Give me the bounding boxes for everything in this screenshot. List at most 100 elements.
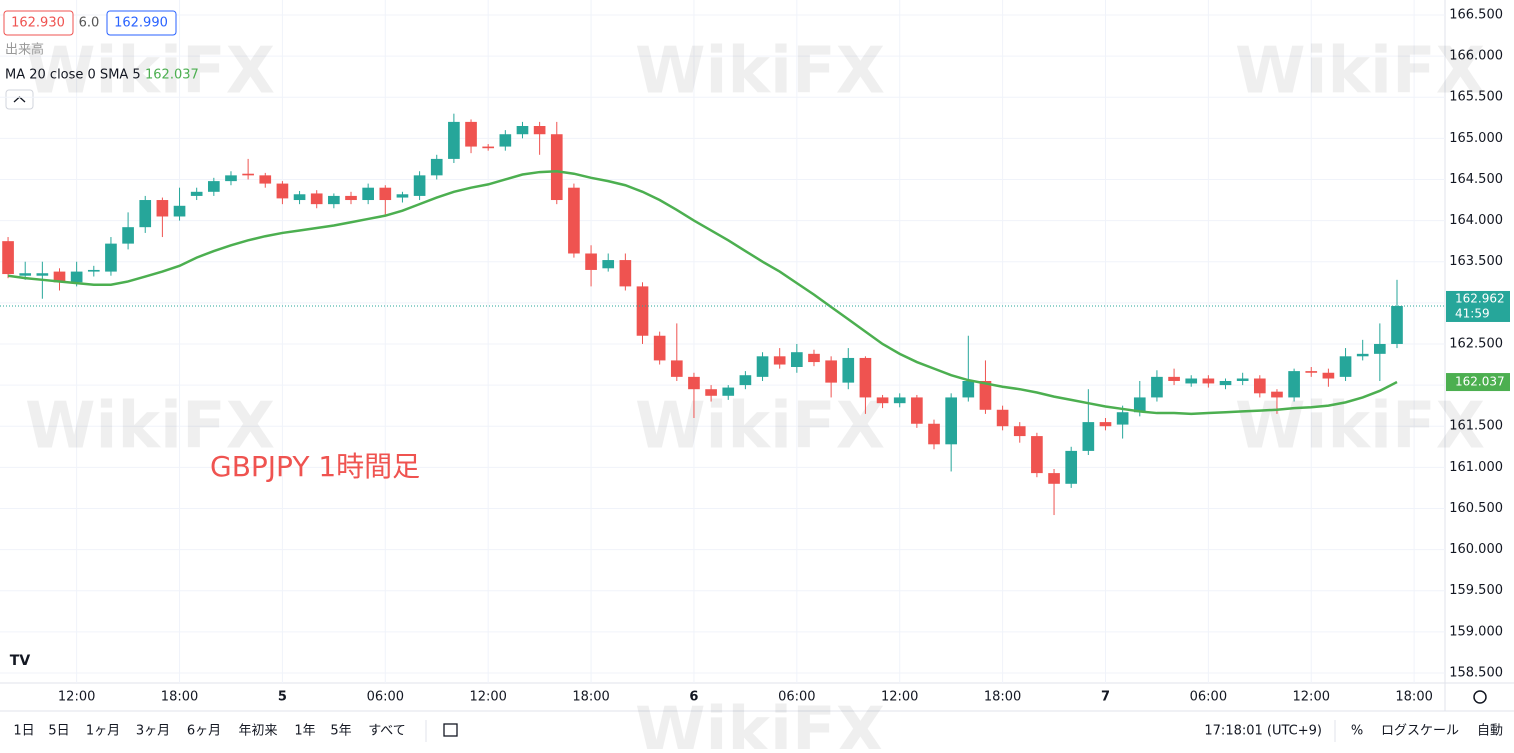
x-tick-label: 18:00 xyxy=(572,690,609,705)
auto-button[interactable]: 自動 xyxy=(1477,724,1503,739)
candle-body xyxy=(207,181,220,192)
candle-body xyxy=(1168,376,1180,381)
watermark: WikiFX xyxy=(1235,390,1485,464)
candle-body xyxy=(1391,305,1403,344)
candle-body xyxy=(619,260,632,287)
bid-box xyxy=(3,10,74,36)
watermark: WikiFX xyxy=(25,390,275,464)
range-button[interactable]: 5日 xyxy=(48,724,69,739)
watermark: WikiFX xyxy=(1235,35,1485,109)
candle-body xyxy=(413,175,426,196)
tv-logo: TV xyxy=(6,648,34,674)
x-tick-label: 5 xyxy=(278,690,287,705)
candle-body xyxy=(1151,376,1163,398)
range-button[interactable]: 3ヶ月 xyxy=(136,724,170,739)
candle-body xyxy=(773,356,786,365)
ma-line xyxy=(7,169,1398,416)
candle-body xyxy=(156,200,169,217)
y-tick-label: 164.000 xyxy=(1449,213,1503,228)
candle-body xyxy=(448,121,460,159)
candle-body xyxy=(928,423,940,445)
candle-body xyxy=(122,227,134,244)
candle-body xyxy=(825,360,837,383)
settings-icon[interactable] xyxy=(1473,690,1487,704)
candle-body xyxy=(842,357,855,383)
range-button[interactable]: 1日 xyxy=(13,724,34,739)
range-button[interactable]: 5年 xyxy=(330,724,351,739)
compare-icon[interactable] xyxy=(443,723,458,737)
candle-body xyxy=(173,205,186,217)
price-tag-label: 162.962 xyxy=(1455,291,1505,305)
x-tick-label: 7 xyxy=(1101,690,1110,705)
candle-body xyxy=(1271,391,1283,398)
y-tick-label: 165.000 xyxy=(1449,131,1503,146)
range-button[interactable]: 1ヶ月 xyxy=(86,724,120,739)
candle-body xyxy=(87,269,100,272)
candle-body xyxy=(516,126,529,135)
y-tick-label: 164.500 xyxy=(1449,172,1503,187)
range-button[interactable]: 6ヶ月 xyxy=(187,724,221,739)
range-button[interactable]: 1年 xyxy=(294,724,315,739)
y-tick-label: 160.000 xyxy=(1449,542,1503,557)
watermark: WikiFX xyxy=(25,35,275,109)
y-tick-label: 159.000 xyxy=(1449,624,1503,639)
spread: 6.0 xyxy=(79,16,100,31)
candle-body xyxy=(430,158,443,176)
y-tick-label: 162.500 xyxy=(1449,336,1503,351)
ask: 162.990 xyxy=(114,16,168,31)
candle-body xyxy=(568,187,580,254)
candle-body xyxy=(1356,353,1369,357)
svg-text:TV: TV xyxy=(10,653,31,669)
candle-body xyxy=(1048,473,1060,484)
candle-body xyxy=(362,187,374,201)
candle-body xyxy=(70,271,83,283)
candle-body xyxy=(602,260,615,269)
watermark: WikiFX xyxy=(635,390,885,464)
candle-body xyxy=(1082,422,1095,451)
candle-body xyxy=(722,387,735,396)
candle-body xyxy=(1031,436,1043,474)
candle-body xyxy=(242,173,254,176)
candle-body xyxy=(1288,371,1300,398)
candle-body xyxy=(859,357,872,398)
watermarks: WikiFX WikiFX WikiFX WikiFX WikiFX WikiFX Wiki… xyxy=(25,35,1485,753)
candle-body xyxy=(379,187,392,201)
candle-body xyxy=(1013,426,1026,437)
watermark: WikiFX xyxy=(635,695,885,749)
candle-body xyxy=(328,195,340,205)
candle-body xyxy=(1322,372,1335,379)
x-tick-label: 12:00 xyxy=(1293,690,1330,705)
candle-body xyxy=(1185,378,1198,384)
price-tag xyxy=(1446,290,1510,322)
candle-body xyxy=(533,126,546,135)
volume-label: 出来高 xyxy=(5,42,44,58)
candle-body xyxy=(259,175,272,184)
candle-body xyxy=(911,397,923,424)
x-tick-label: 18:00 xyxy=(161,690,198,705)
candle-body xyxy=(53,271,66,283)
log-scale-button[interactable]: ログスケール xyxy=(1381,724,1459,739)
candle-body xyxy=(105,243,117,272)
watermark: WikiFX xyxy=(635,35,885,109)
x-tick-label: 06:00 xyxy=(1190,690,1227,705)
range-button[interactable]: すべて xyxy=(368,724,406,739)
candle-body xyxy=(293,194,306,201)
ask-box xyxy=(106,10,177,36)
y-tick-label: 161.500 xyxy=(1449,419,1503,434)
range-button[interactable]: 年初来 xyxy=(238,724,277,739)
candle-body xyxy=(482,146,495,149)
candle-body xyxy=(1374,343,1386,354)
candle-body xyxy=(2,241,14,275)
percent-button[interactable]: % xyxy=(1351,724,1363,739)
x-tick-label: 6 xyxy=(689,690,698,705)
clock: 17:18:01 (UTC+9) xyxy=(1204,724,1322,739)
candle-body xyxy=(1236,378,1249,381)
candle-body xyxy=(345,195,357,201)
ma-tag xyxy=(1446,373,1510,392)
candle-body xyxy=(876,397,889,404)
candle-body xyxy=(1219,380,1232,386)
candle-body xyxy=(1305,371,1318,373)
grid xyxy=(0,0,1445,683)
candle-body xyxy=(465,121,477,147)
